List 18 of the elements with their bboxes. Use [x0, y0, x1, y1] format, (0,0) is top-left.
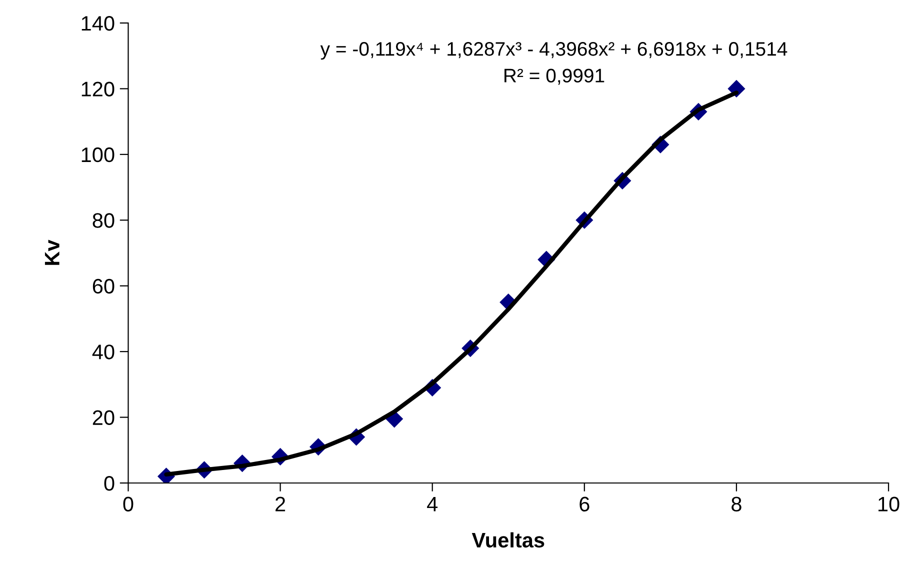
annotation: y = -0,119x⁴ + 1,6287x³ - 4,3968x² + 6,6918x + 0,1514	[320, 42, 788, 60]
x-tick-label: 0	[123, 496, 134, 512]
y-tick-label: 0	[104, 476, 114, 491]
x-tick-label: 8	[732, 496, 742, 512]
y-tick-label: 100	[82, 147, 114, 162]
y-axis-title: Kv	[44, 240, 60, 265]
x-tick-label: 10	[878, 496, 900, 512]
y-tick-label: 80	[92, 213, 114, 228]
x-tick-label: 6	[580, 496, 590, 512]
y-tick-label: 40	[92, 344, 114, 360]
y-tick-label: 120	[82, 82, 114, 96]
y-tick-label: 60	[92, 278, 114, 294]
x-tick-label: 4	[427, 496, 438, 512]
y-tick-label: 140	[82, 16, 114, 31]
annotation: R² = 0,9991	[504, 68, 604, 85]
x-axis-title: Vueltas	[472, 532, 544, 548]
y-tick-label: 20	[92, 410, 114, 426]
x-tick-label: 2	[276, 496, 286, 512]
